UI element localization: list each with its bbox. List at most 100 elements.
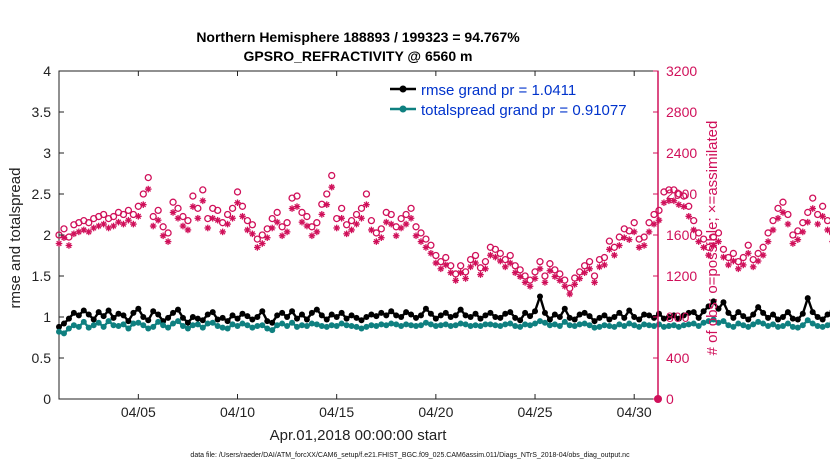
obs-possible-marker — [268, 214, 276, 223]
rmse-point — [606, 316, 613, 323]
rmse-point — [343, 315, 350, 322]
obs-possible-marker — [699, 235, 708, 243]
obs-assimilated-marker — [154, 216, 162, 224]
rmse-point — [378, 309, 385, 316]
rmse-point — [452, 312, 459, 319]
spread-point — [115, 323, 122, 330]
obs-possible-marker — [685, 202, 693, 210]
spread-point — [343, 322, 350, 329]
obs-assimilated-stroke — [690, 227, 697, 233]
obs-assimilated-marker — [715, 238, 722, 245]
spread-point — [373, 323, 380, 330]
obs-possible-marker — [818, 202, 827, 210]
spread-point — [819, 323, 826, 330]
obs-assimilated-stroke — [180, 223, 186, 229]
spread-point — [224, 325, 231, 332]
obs-assimilated-marker — [769, 226, 777, 234]
obs-possible-marker — [298, 208, 306, 217]
obs-possible-marker — [471, 251, 480, 260]
obs-possible-marker — [263, 225, 271, 233]
obs-assimilated-marker — [571, 281, 578, 288]
obs-assimilated-marker — [536, 265, 544, 273]
rmse-point — [715, 305, 722, 312]
rmse-point — [427, 310, 434, 317]
rmse-point — [517, 317, 524, 324]
spread-point — [100, 323, 107, 330]
y2-axis-label: # of obs: o=possible; ×=assimilated — [704, 121, 721, 356]
obs-assimilated-stroke — [190, 203, 196, 210]
rmse-point — [413, 314, 420, 321]
obs-assimilated-stroke — [537, 266, 543, 272]
obs-possible-marker — [764, 229, 772, 237]
rmse-point — [447, 314, 454, 320]
obs-assimilated-stroke — [611, 252, 618, 258]
obs-assimilated-marker — [526, 282, 534, 290]
spread-point — [323, 323, 330, 330]
obs-assimilated-marker — [754, 257, 762, 265]
obs-possible-marker — [447, 262, 455, 270]
rmse-point — [462, 312, 469, 319]
obs-assimilated-stroke — [224, 221, 231, 227]
obs-assimilated-marker — [184, 226, 192, 234]
spread-point — [413, 323, 420, 330]
obs-possible-marker — [199, 186, 207, 194]
obs-possible-marker — [650, 210, 658, 219]
obs-possible-marker — [248, 221, 257, 229]
obs-possible-marker — [258, 231, 266, 239]
obs-assimilated-stroke — [636, 244, 642, 251]
spread-point — [750, 321, 757, 328]
obs-assimilated-stroke — [785, 221, 791, 227]
obs-assimilated-stroke — [775, 215, 781, 222]
obs-assimilated-stroke — [130, 221, 137, 227]
y2-tick-label: 1200 — [666, 268, 697, 284]
rmse-point — [591, 318, 598, 325]
obs-assimilated-marker — [378, 234, 385, 241]
x-tick-label: 04/30 — [617, 404, 652, 420]
rmse-point — [249, 316, 256, 323]
spread-point — [467, 323, 474, 330]
spread-point — [348, 323, 355, 330]
spread-point — [646, 322, 653, 329]
spread-point — [551, 321, 558, 328]
rmse-point — [269, 319, 276, 326]
obs-possible-marker — [179, 212, 187, 221]
obs-possible-marker — [347, 216, 356, 225]
obs-assimilated-stroke — [502, 264, 509, 270]
obs-possible-marker — [695, 229, 703, 237]
obs-assimilated-stroke — [715, 238, 722, 245]
spread-point — [685, 321, 692, 328]
obs-assimilated-stroke — [809, 205, 816, 212]
obs-assimilated-marker — [308, 232, 316, 240]
obs-possible-marker — [739, 253, 747, 262]
footer-data-file: data file: /Users/raeder/DAI/ATM_forcXX/… — [190, 452, 630, 459]
obs-possible-marker — [546, 260, 554, 268]
obs-assimilated-marker — [358, 214, 365, 222]
obs-assimilated-stroke — [616, 242, 623, 249]
rmse-point — [601, 312, 608, 319]
rmse-point — [755, 304, 762, 311]
obs-assimilated-marker — [670, 197, 678, 205]
obs-possible-marker — [189, 192, 197, 200]
obs-possible-marker — [744, 241, 752, 249]
axis-ticks: 0 0.5 1 1.5 2 2.5 3 3.5 4 0 400 800 1200 1600 2000 2400… — [32, 63, 698, 420]
spread-point — [477, 323, 484, 330]
spread-point — [259, 322, 266, 329]
y-tick-label: 2.5 — [32, 186, 52, 202]
obs-assimilated-marker — [690, 226, 698, 234]
rmse-point — [477, 315, 484, 322]
spread-point — [75, 323, 82, 330]
rmse-point — [576, 311, 583, 318]
obs-assimilated-marker — [635, 244, 643, 251]
obs-assimilated-marker — [382, 218, 390, 226]
obs-assimilated-marker — [263, 234, 271, 241]
spread-point — [651, 323, 658, 330]
obs-assimilated-marker — [268, 224, 276, 232]
rmse-point — [417, 312, 424, 319]
obs-assimilated-stroke — [452, 277, 459, 284]
rmse-point — [150, 308, 157, 315]
obs-possible-marker — [283, 219, 291, 227]
spread-point — [770, 321, 777, 328]
rmse-point — [130, 309, 137, 316]
obs-assimilated-stroke — [740, 262, 747, 268]
obs-possible-marker — [605, 237, 614, 245]
